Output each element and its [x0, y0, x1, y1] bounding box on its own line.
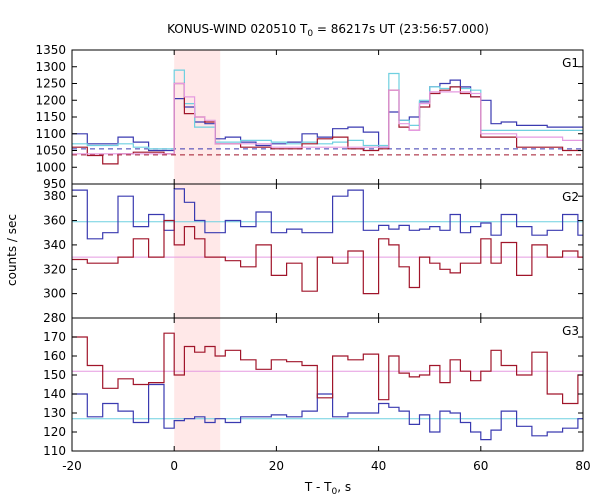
x-tick-label: 80 [575, 459, 590, 473]
series-line-1 [72, 79, 583, 152]
panel-frame [71, 49, 584, 185]
highlight-band [174, 184, 221, 318]
x-tick-label: -20 [62, 459, 82, 473]
panel-g3: 110 120 130 140 150 160 170 G3 [43, 317, 584, 458]
panels: 950 1000 1050 1100 1150 1200 1250 1300 1350 G1 280… [35, 43, 584, 458]
y-tick-label: 1000 [35, 160, 66, 174]
x-tick-label: 60 [473, 459, 488, 473]
panel-frame [71, 317, 584, 452]
y-tick-label: 320 [43, 262, 66, 276]
chart-title: KONUS-WIND 020510 T0 = 86217s UT (23:56:… [167, 22, 489, 39]
highlight-band [174, 318, 221, 451]
y-tick-label: 120 [43, 425, 66, 439]
series-line-1 [72, 188, 583, 240]
y-tick-label: 1200 [35, 93, 66, 107]
panel-label: G3 [562, 324, 579, 338]
x-axis-ticks: -20 0 20 40 60 80 [62, 459, 590, 473]
y-tick-label: 170 [43, 330, 66, 344]
series-line-1 [72, 383, 583, 441]
panel-g2: 280 300 320 340 360 380 G2 [43, 183, 584, 325]
y-tick-label: 1150 [35, 110, 66, 124]
y-tick-label: 950 [43, 177, 66, 191]
y-tick-label: 1100 [35, 127, 66, 141]
x-tick-label: 0 [170, 459, 178, 473]
series-line-3 [72, 82, 583, 165]
y-tick-label: 1300 [35, 60, 66, 74]
y-tick-label: 1250 [35, 77, 66, 91]
y-tick-label: 160 [43, 349, 66, 363]
panel-g1: 950 1000 1050 1100 1150 1200 1250 1300 1350 G1 [35, 43, 584, 191]
y-tick-label: 1350 [35, 43, 66, 57]
panel-label: G1 [562, 56, 579, 70]
series-line-4 [72, 82, 583, 155]
y-tick-label: 130 [43, 406, 66, 420]
x-tick-label: 40 [371, 459, 386, 473]
y-tick-label: 380 [43, 189, 66, 203]
series-line-2 [72, 219, 583, 295]
y-axis-label: counts / sec [5, 214, 19, 286]
y-tick-label: 300 [43, 287, 66, 301]
y-tick-label: 280 [43, 311, 66, 325]
y-tick-label: 150 [43, 368, 66, 382]
y-tick-label: 110 [43, 444, 66, 458]
y-tick-label: 360 [43, 214, 66, 228]
series-line-2 [72, 332, 583, 405]
y-tick-label: 340 [43, 238, 66, 252]
x-axis-label: T - T0, s [304, 480, 351, 497]
panel-label: G2 [562, 190, 579, 204]
y-tick-label: 1050 [35, 144, 66, 158]
y-tick-label: 140 [43, 387, 66, 401]
x-tick-label: 20 [269, 459, 284, 473]
